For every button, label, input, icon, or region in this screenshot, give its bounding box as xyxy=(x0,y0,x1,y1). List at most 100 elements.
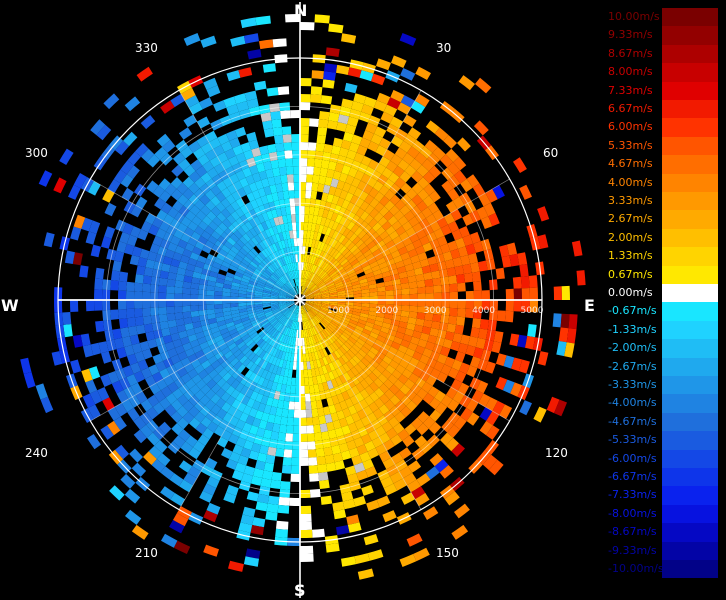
legend-item: 6.00m/s xyxy=(604,118,722,137)
legend-item-swatch xyxy=(662,284,718,303)
legend-item: 2.67m/s xyxy=(604,210,722,229)
legend-item-label: 0.00m/s xyxy=(608,286,653,299)
legend-item-label: -4.67m/s xyxy=(608,414,657,428)
legend-item: -4.00m/s xyxy=(604,394,722,413)
bearing-60-label: 60 xyxy=(543,146,559,160)
legend-item-swatch xyxy=(662,486,718,505)
legend-item-label: 2.67m/s xyxy=(608,212,653,226)
legend-item-label: -5.33m/s xyxy=(608,433,657,447)
legend-item-swatch xyxy=(662,541,718,560)
legend-item: 2.00m/s xyxy=(604,228,722,248)
range-ring-label: 1000 xyxy=(327,306,350,316)
legend-item: -3.33m/s xyxy=(604,376,722,395)
legend-item-swatch xyxy=(662,431,718,450)
legend-item-label: 2.00m/s xyxy=(608,230,653,244)
bearing-240-label: 240 xyxy=(25,446,48,460)
legend-item-label: -6.67m/s xyxy=(608,470,657,483)
legend-item-label: 10.00m/s xyxy=(608,10,660,23)
legend-item-swatch xyxy=(662,44,718,64)
legend-item-swatch xyxy=(662,376,718,395)
legend-item: -8.67m/s xyxy=(604,523,722,542)
legend-item-swatch xyxy=(662,81,718,100)
bearing-30-label: 30 xyxy=(436,41,452,55)
legend-item-swatch xyxy=(662,412,718,432)
legend-item: 9.33m/s xyxy=(604,26,722,45)
legend-item: -1.33m/s xyxy=(604,320,722,340)
legend-item: -5.33m/s xyxy=(604,431,722,450)
legend-item-swatch xyxy=(662,560,718,579)
legend-item: -0.67m/s xyxy=(604,302,722,321)
north-label: N xyxy=(294,1,308,20)
legend-item-swatch xyxy=(662,449,718,468)
legend-item-label: -8.67m/s xyxy=(608,525,657,539)
bearing-150-label: 150 xyxy=(436,546,459,560)
legend-item-label: -3.33m/s xyxy=(608,378,657,391)
legend-item-label: -8.00m/s xyxy=(608,506,657,520)
legend-item-label: 6.67m/s xyxy=(608,102,653,115)
range-rings xyxy=(57,2,543,598)
legend-item-label: 3.33m/s xyxy=(608,194,653,207)
legend-item-swatch xyxy=(662,155,718,174)
legend-item: -4.67m/s xyxy=(604,412,722,432)
south-label: S xyxy=(294,581,306,600)
legend-item: -6.00m/s xyxy=(604,449,722,468)
legend-item-swatch xyxy=(662,523,718,542)
legend-item: -6.67m/s xyxy=(604,468,722,487)
legend-item-label: -2.00m/s xyxy=(608,341,657,355)
legend-item-swatch xyxy=(662,357,718,376)
legend-item-swatch xyxy=(662,192,718,211)
legend-item-swatch xyxy=(662,265,718,284)
range-ring-label: 3000 xyxy=(424,306,447,316)
legend-item-swatch xyxy=(662,247,718,266)
legend-item: -9.33m/s xyxy=(604,541,722,560)
legend-item-label: 9.33m/s xyxy=(608,28,653,42)
range-ring-label: 2000 xyxy=(375,306,398,316)
legend-item: 6.67m/s xyxy=(604,100,722,119)
legend-item: 3.33m/s xyxy=(604,192,722,211)
east-label: E xyxy=(584,296,595,315)
legend-item: 0.00m/s xyxy=(604,284,722,303)
bearing-120-label: 120 xyxy=(545,446,568,460)
bearing-330-label: 330 xyxy=(135,41,158,55)
legend-item: 5.33m/s xyxy=(604,136,722,156)
bearing-210-label: 210 xyxy=(135,546,158,560)
legend-item-swatch xyxy=(662,100,718,119)
legend-item-label: 6.00m/s xyxy=(608,120,653,134)
legend-item-swatch xyxy=(662,136,718,156)
legend-item-swatch xyxy=(662,173,718,192)
legend-item-label: -4.00m/s xyxy=(608,396,657,410)
radar-site-marker xyxy=(293,293,307,307)
legend-item-swatch xyxy=(662,8,718,27)
legend-item: 0.67m/s xyxy=(604,265,722,284)
velocity-legend: 10.00m/s 9.33m/s 8.67m/s 8.00m/s 7.33m/s 6.67… xyxy=(604,8,722,592)
legend-item-label: -2.67m/s xyxy=(608,359,657,373)
legend-item-swatch xyxy=(662,228,718,248)
legend-item-label: 4.67m/s xyxy=(608,157,653,171)
legend-item-swatch xyxy=(662,118,718,137)
legend-item-swatch xyxy=(662,339,718,358)
velocity-cells xyxy=(20,14,586,580)
legend-item-swatch xyxy=(662,504,718,524)
legend-item: 10.00m/s xyxy=(604,8,722,27)
legend-item-swatch xyxy=(662,468,718,487)
legend-item: -8.00m/s xyxy=(604,504,722,524)
legend-item: 1.33m/s xyxy=(604,247,722,266)
legend-item-swatch xyxy=(662,63,718,82)
legend-item-label: 0.67m/s xyxy=(608,267,653,281)
legend-item: -10.00m/s xyxy=(604,560,722,579)
legend-item-label: -6.00m/s xyxy=(608,451,657,465)
bearing-300-label: 300 xyxy=(25,146,48,160)
legend-item: -2.67m/s xyxy=(604,357,722,376)
legend-item: 8.00m/s xyxy=(604,63,722,82)
legend-item-swatch xyxy=(662,210,718,229)
legend-item-label: 7.33m/s xyxy=(608,83,653,97)
legend-item-label: 5.33m/s xyxy=(608,138,653,152)
legend-item-swatch xyxy=(662,302,718,321)
legend-item: 4.67m/s xyxy=(604,155,722,174)
legend-item-label: -0.67m/s xyxy=(608,304,657,318)
legend-item-label: 8.67m/s xyxy=(608,46,653,60)
legend-item-label: 8.00m/s xyxy=(608,65,653,79)
range-ring-label: 4000 xyxy=(472,306,495,316)
legend-item: 4.00m/s xyxy=(604,173,722,192)
legend-item-swatch xyxy=(662,26,718,45)
